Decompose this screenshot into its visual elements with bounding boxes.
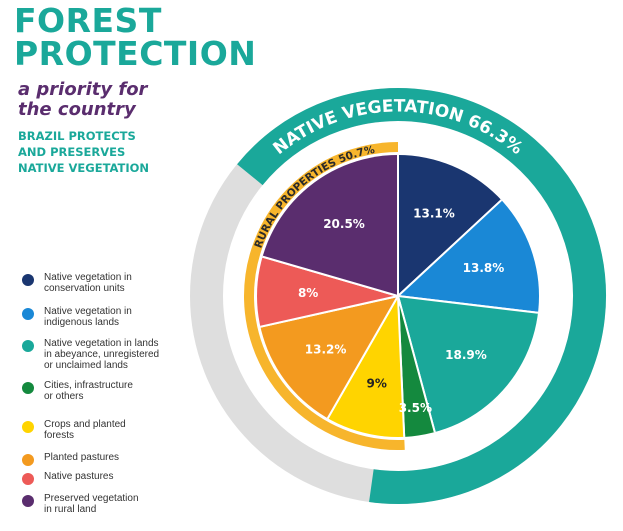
legend-label: Native vegetation in lands [44, 338, 159, 349]
legend-label: indigenous lands [44, 317, 120, 328]
legend-label: forests [44, 430, 75, 441]
slice-label: 13.1% [413, 207, 455, 221]
slice-label: 8% [298, 286, 318, 300]
legend-item-indigenous-lands: Native vegetation in indigenous lands [22, 306, 169, 328]
legend-label: or others [44, 391, 84, 402]
legend-item-native-pastures: Native pastures [22, 471, 169, 485]
legend-item-preserved-vegetation: Preserved vegetation in rural land [22, 493, 169, 515]
legend-item-lands-in-abeyance: Native vegetation in lands in abeyance, … [22, 338, 169, 371]
slice-label: 9% [367, 376, 387, 390]
title-line-2: PROTECTION [14, 34, 257, 73]
legend-swatch [22, 473, 34, 485]
slice-label: 13.8% [463, 261, 505, 275]
pie-slice [281, 292, 410, 437]
pie-slice [395, 155, 539, 325]
legend-swatch [22, 382, 34, 394]
legend-item-cities-infrastructure: Cities, infrastructure or others [22, 380, 169, 402]
legend-label: Crops and planted [44, 419, 126, 430]
subtitle-line-1: a priority for [18, 79, 148, 100]
slice-label: 18.9% [445, 348, 487, 362]
rural-properties-ring [244, 142, 405, 450]
legend-label: Native pastures [44, 471, 114, 482]
legend-label: Native vegetation in [44, 306, 132, 317]
native-vegetation-ring [237, 88, 606, 504]
legend-label: in abeyance, unregistered [44, 349, 160, 360]
legend-label: in rural land [44, 504, 97, 515]
legend-label: Planted pastures [44, 452, 120, 463]
legend-item-conservation-units: Native vegetation in conservation units [22, 272, 169, 294]
kicker-line-1: BRAZIL PROTECTS [18, 129, 136, 143]
kicker-line-2: AND PRESERVES [18, 145, 126, 159]
legend-label: conservation units [44, 283, 125, 294]
legend-label: or unclaimed lands [44, 360, 128, 371]
legend-label: Cities, infrastructure [44, 380, 133, 391]
slice-label: 13.2% [305, 342, 347, 356]
legend-label: Preserved vegetation [44, 493, 139, 504]
kicker-text: BRAZIL PROTECTS AND PRESERVES NATIVE VEG… [18, 128, 149, 176]
page-title: FOREST PROTECTION [14, 4, 256, 70]
legend-swatch [22, 495, 34, 507]
pie-slice [397, 295, 460, 437]
title-line-1: FOREST [14, 1, 162, 40]
subtitle: a priority for the country [18, 80, 147, 120]
legend-swatch [22, 340, 34, 352]
legend-swatch [22, 274, 34, 286]
legend-swatch [22, 308, 34, 320]
legend-swatch [22, 454, 34, 466]
slice-label: 3.5% [399, 401, 432, 415]
legend-item-planted-pastures: Planted pastures [22, 452, 169, 466]
kicker-line-3: NATIVE VEGETATION [18, 161, 150, 175]
legend-label: Native vegetation in [44, 272, 132, 283]
pie-slice [257, 230, 399, 348]
slice-label: 20.5% [323, 217, 365, 231]
subtitle-line-2: the country [18, 99, 136, 120]
legend-swatch [22, 421, 34, 433]
legend-item-crops-planted-forests: Crops and planted forests [22, 419, 169, 441]
